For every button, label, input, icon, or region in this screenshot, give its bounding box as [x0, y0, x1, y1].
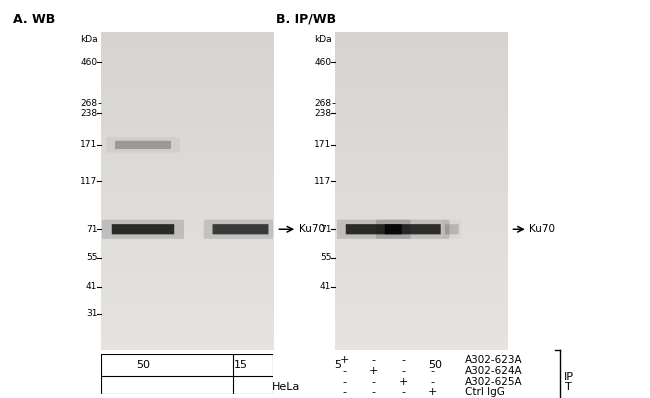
Text: 41: 41	[86, 282, 97, 291]
FancyBboxPatch shape	[213, 224, 268, 234]
FancyBboxPatch shape	[337, 220, 411, 239]
Text: kDa: kDa	[80, 35, 98, 44]
Text: A302-623A: A302-623A	[465, 355, 523, 365]
Text: HeLa: HeLa	[272, 382, 300, 392]
Text: 5: 5	[335, 360, 341, 371]
Text: 460: 460	[80, 58, 98, 66]
Text: A302-625A: A302-625A	[465, 377, 523, 387]
Text: 71: 71	[86, 225, 97, 234]
Text: A. WB: A. WB	[13, 13, 55, 26]
Text: -: -	[430, 377, 434, 387]
Text: 171: 171	[80, 140, 98, 149]
FancyBboxPatch shape	[313, 224, 363, 234]
Text: -: -	[401, 355, 405, 365]
Text: IP: IP	[564, 371, 573, 382]
FancyBboxPatch shape	[112, 224, 174, 234]
Text: Ku70: Ku70	[529, 224, 555, 234]
FancyBboxPatch shape	[203, 220, 278, 239]
FancyBboxPatch shape	[409, 141, 462, 149]
Text: -: -	[372, 377, 376, 387]
Text: -: -	[372, 387, 376, 398]
Text: -: -	[401, 387, 405, 398]
Text: +: +	[398, 377, 408, 387]
Text: 55: 55	[86, 254, 97, 262]
Text: 268: 268	[80, 99, 98, 108]
Text: -: -	[372, 355, 376, 365]
Text: Ku70: Ku70	[299, 224, 325, 234]
Text: 50: 50	[428, 360, 443, 371]
Text: 238: 238	[80, 109, 98, 117]
FancyBboxPatch shape	[408, 224, 463, 234]
FancyBboxPatch shape	[102, 220, 184, 239]
Text: kDa: kDa	[314, 35, 332, 44]
Text: 31: 31	[86, 309, 97, 318]
Text: -: -	[430, 355, 434, 365]
Text: -: -	[401, 366, 405, 376]
Text: 71: 71	[320, 225, 332, 234]
FancyBboxPatch shape	[445, 224, 459, 234]
Text: Ctrl IgG: Ctrl IgG	[465, 387, 504, 398]
Text: +: +	[340, 355, 349, 365]
Text: -: -	[343, 387, 346, 398]
Text: -: -	[343, 366, 346, 376]
Text: 50: 50	[136, 360, 150, 371]
Text: +: +	[369, 366, 378, 376]
Text: -: -	[430, 366, 434, 376]
Text: +: +	[428, 387, 437, 398]
Text: 268: 268	[314, 99, 332, 108]
Text: 460: 460	[314, 58, 332, 66]
Text: T: T	[566, 382, 572, 392]
Text: 117: 117	[80, 177, 98, 186]
Text: A302-624A: A302-624A	[465, 366, 523, 376]
FancyBboxPatch shape	[398, 220, 473, 239]
FancyBboxPatch shape	[115, 141, 171, 149]
Text: B. IP/WB: B. IP/WB	[276, 13, 337, 26]
Text: 117: 117	[314, 177, 332, 186]
Text: 41: 41	[320, 282, 332, 291]
Text: -: -	[343, 377, 346, 387]
FancyBboxPatch shape	[385, 224, 441, 234]
Text: 55: 55	[320, 254, 332, 262]
Text: 15: 15	[233, 360, 248, 371]
FancyBboxPatch shape	[346, 224, 402, 234]
Text: 171: 171	[314, 140, 332, 149]
FancyBboxPatch shape	[376, 220, 450, 239]
FancyBboxPatch shape	[306, 220, 370, 239]
Text: 238: 238	[314, 109, 332, 117]
